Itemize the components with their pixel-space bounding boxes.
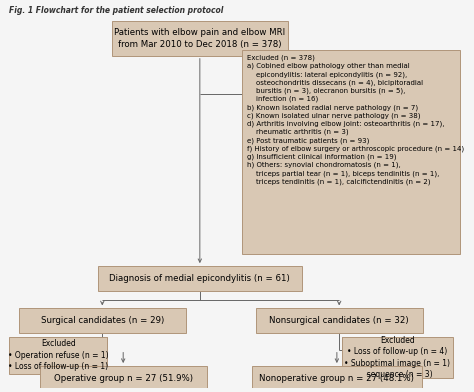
FancyBboxPatch shape <box>9 337 107 374</box>
FancyBboxPatch shape <box>341 337 453 377</box>
FancyBboxPatch shape <box>252 366 422 391</box>
Text: Excluded
• Loss of follow-up (n = 4)
• Suboptimal image (n = 1)
  sequence (n = : Excluded • Loss of follow-up (n = 4) • S… <box>344 336 450 379</box>
Text: Fig. 1 Flowchart for the patient selection protocol: Fig. 1 Flowchart for the patient selecti… <box>9 6 224 15</box>
Text: Excluded (n = 378)
a) Cobined elbow pathology other than medial
    epicondyliti: Excluded (n = 378) a) Cobined elbow path… <box>247 54 465 185</box>
Text: Excluded
• Operation refuse (n = 1)
• Loss of follow-up (n = 1): Excluded • Operation refuse (n = 1) • Lo… <box>8 339 109 371</box>
FancyBboxPatch shape <box>255 309 423 333</box>
Text: Diagnosis of medial epicondylitis (n = 61): Diagnosis of medial epicondylitis (n = 6… <box>109 274 290 283</box>
FancyBboxPatch shape <box>111 21 288 56</box>
Text: Nonsurgical candidates (n = 32): Nonsurgical candidates (n = 32) <box>269 316 409 325</box>
Text: Patients with elbow pain and elbow MRI
from Mar 2010 to Dec 2018 (n = 378): Patients with elbow pain and elbow MRI f… <box>114 28 285 49</box>
FancyBboxPatch shape <box>40 366 207 391</box>
FancyBboxPatch shape <box>242 50 460 254</box>
FancyBboxPatch shape <box>18 309 186 333</box>
Text: Nonoperative group n = 27 (48.1%): Nonoperative group n = 27 (48.1%) <box>259 374 414 383</box>
Text: Surgical candidates (n = 29): Surgical candidates (n = 29) <box>41 316 164 325</box>
Text: Operative group n = 27 (51.9%): Operative group n = 27 (51.9%) <box>54 374 193 383</box>
FancyBboxPatch shape <box>98 266 302 291</box>
